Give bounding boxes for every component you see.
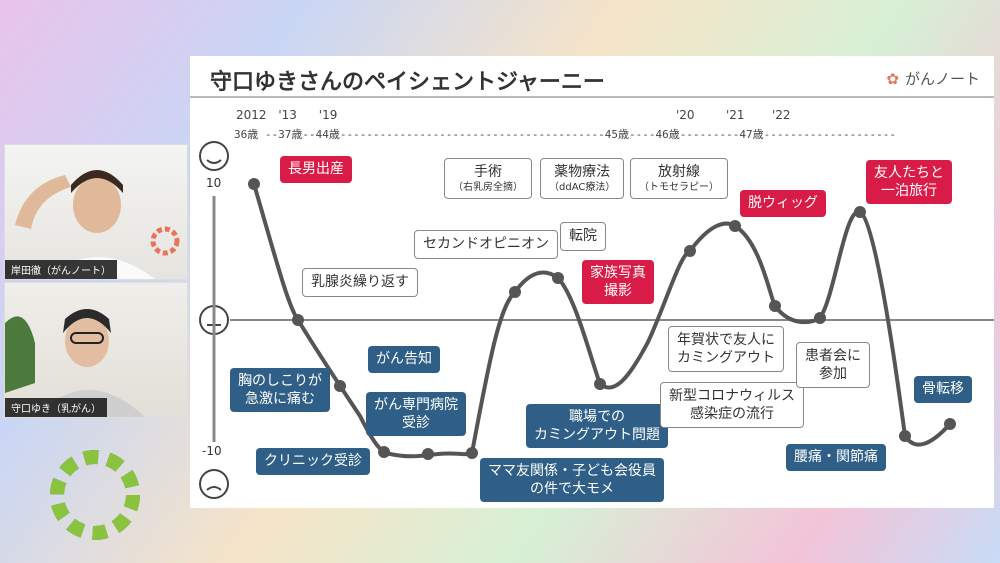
event-sublabel: （ddAC療法） — [549, 182, 616, 193]
event-box: 新型コロナウィルス 感染症の流行 — [660, 382, 804, 428]
timeline-years: 2012 '13 '19 '20 '21 '22 — [236, 108, 791, 122]
event-box: がん専門病院 受診 — [366, 392, 466, 436]
year-19: '19 — [318, 108, 338, 122]
journey-chart — [199, 141, 994, 499]
event-box: 職場での カミングアウト問題 — [526, 404, 668, 448]
year-20: '20 — [676, 108, 695, 122]
participant-silhouette — [5, 309, 145, 417]
event-box: 乳腺炎繰り返す — [302, 268, 418, 297]
participant-name: 守口ゆき（乳がん） — [5, 398, 107, 417]
participant-name: 岸田徹（がんノート） — [5, 260, 117, 279]
event-label: 放射線 — [658, 164, 700, 180]
event-sublabel: （トモセラピー） — [639, 182, 719, 193]
event-box: ママ友関係・子ども会役員 の件で大モメ — [480, 458, 664, 502]
event-box: セカンドオピニオン — [414, 230, 558, 259]
event-box: 友人たちと 一泊旅行 — [866, 160, 952, 204]
brand: ✿ がんノート — [886, 68, 980, 89]
year-22: '22 — [772, 108, 791, 122]
event-box: 胸のしこりが 急激に痛む — [230, 368, 330, 412]
event-box: 薬物療法 （ddAC療法） — [540, 158, 625, 199]
logo-wreath-icon — [50, 450, 140, 540]
year-13: '13 — [278, 108, 297, 122]
timeline-ages: 36歳 --37歳--44歳--------------------------… — [234, 128, 897, 141]
video-tile-guest: 守口ゆき（乳がん） — [4, 282, 188, 418]
slide-title: 守口ゆきさんのペイシェントジャーニー — [210, 70, 605, 95]
brand-name: がんノート — [904, 70, 980, 88]
event-box: 転院 — [560, 222, 606, 251]
sad-face-icon — [199, 469, 229, 499]
event-label: 薬物療法 — [554, 164, 611, 180]
event-box: 家族写真 撮影 — [582, 260, 654, 304]
event-box: 腰痛・関節痛 — [786, 444, 886, 471]
event-sublabel: （右乳房全摘） — [453, 182, 523, 193]
event-box: 年賀状で友人に カミングアウト — [668, 326, 784, 372]
scale-bottom: -10 — [202, 444, 222, 458]
event-box: 長男出産 — [280, 156, 352, 183]
slide: 守口ゆきさんのペイシェントジャーニー ✿ がんノート 2012 '13 '19 … — [190, 56, 994, 508]
event-box: 脱ウィッグ — [740, 190, 826, 217]
logo-icon: ✿ — [886, 69, 899, 88]
journey-points — [248, 178, 956, 460]
year-2012: 2012 — [236, 108, 267, 122]
event-box: 患者会に 参加 — [796, 342, 870, 388]
event-box: クリニック受診 — [256, 448, 370, 475]
event-box: 骨転移 — [914, 376, 972, 403]
event-box: がん告知 — [368, 346, 440, 373]
participant-silhouette — [15, 170, 180, 279]
year-21: '21 — [726, 108, 745, 122]
event-box: 手術 （右乳房全摘） — [444, 158, 532, 199]
event-box: 放射線 （トモセラピー） — [630, 158, 728, 199]
happy-face-icon — [199, 141, 229, 171]
video-tile-host: 岸田徹（がんノート） — [4, 144, 188, 280]
header-divider — [190, 96, 994, 98]
scale-top: 10 — [206, 176, 222, 190]
event-label: 手術 — [474, 164, 502, 180]
